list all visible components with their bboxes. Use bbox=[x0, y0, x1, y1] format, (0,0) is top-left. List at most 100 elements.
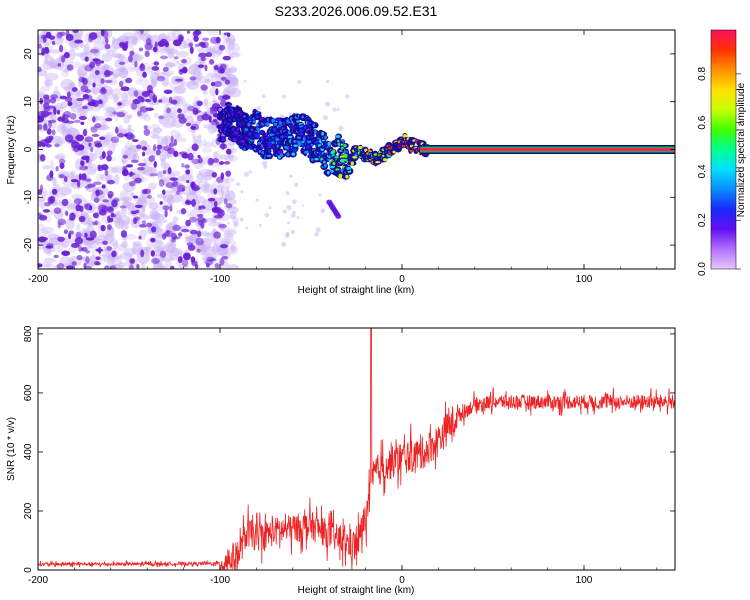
spectrum-noise-haze bbox=[138, 212, 146, 218]
spectrum-faint-point bbox=[290, 229, 296, 235]
spectrum-noise-speckle bbox=[88, 32, 98, 40]
y-tick-label: 20 bbox=[23, 48, 34, 60]
spectrum-faint-point bbox=[227, 82, 234, 89]
spectrum-faint-point bbox=[281, 94, 286, 99]
spectrum-noise-haze bbox=[198, 231, 211, 236]
spectrum-noise-speckle bbox=[213, 64, 219, 71]
spectrum-noise-speckle bbox=[206, 263, 210, 268]
spectrum-noise-haze bbox=[136, 198, 146, 206]
spectrogram-x-label: Height of straight line (km) bbox=[298, 285, 415, 296]
spectrum-noise-haze bbox=[121, 145, 133, 158]
spectrum-noise-speckle bbox=[39, 154, 46, 162]
spectrum-noise-haze bbox=[137, 193, 146, 206]
signal-blob bbox=[327, 141, 331, 146]
spectrum-noise-haze bbox=[140, 262, 146, 269]
spectrum-noise-speckle bbox=[38, 263, 43, 268]
spectrum-noise-speckle bbox=[45, 31, 52, 39]
spectrum-noise-speckle bbox=[156, 144, 163, 150]
spectrum-noise-haze bbox=[97, 253, 107, 263]
spectrum-noise-haze bbox=[206, 30, 220, 36]
spectrum-noise-speckle bbox=[134, 216, 141, 221]
signal-blob bbox=[321, 132, 324, 136]
spectrum-noise-haze bbox=[197, 71, 203, 81]
spectrum-noise-haze bbox=[126, 114, 133, 119]
spectrum-noise-speckle bbox=[92, 82, 96, 88]
signal-blob bbox=[240, 139, 245, 143]
signal-blob bbox=[292, 148, 298, 153]
spectrum-noise-speckle bbox=[95, 256, 101, 261]
spectrum-noise-speckle bbox=[217, 133, 221, 138]
spectrum-noise-speckle bbox=[61, 55, 66, 63]
spectrum-noise-speckle bbox=[225, 148, 232, 155]
spectrum-noise-speckle bbox=[84, 56, 89, 62]
spectrum-noise-speckle bbox=[158, 99, 163, 103]
spectrum-noise-speckle bbox=[173, 56, 179, 60]
signal-blob bbox=[293, 144, 298, 147]
spectrum-noise-speckle bbox=[94, 143, 103, 148]
spectrum-noise-haze bbox=[90, 163, 97, 175]
spectrum-noise-haze bbox=[55, 155, 65, 160]
spectrum-noise-speckle bbox=[149, 173, 158, 177]
spectrum-noise-haze bbox=[204, 46, 216, 53]
spectrum-noise-haze bbox=[41, 226, 54, 235]
spectrum-noise-speckle bbox=[58, 158, 66, 165]
spectrum-noise-speckle bbox=[143, 128, 151, 136]
spectrum-noise-speckle bbox=[142, 151, 146, 157]
spectrum-noise-speckle bbox=[198, 41, 206, 47]
x-tick-label: 0 bbox=[399, 274, 405, 285]
spectrum-noise-haze bbox=[132, 241, 142, 247]
spectrum-noise-haze bbox=[201, 147, 213, 154]
spectrum-noise-haze bbox=[156, 240, 165, 251]
spectrum-noise-haze bbox=[79, 149, 89, 156]
spectrum-noise-speckle bbox=[102, 199, 109, 203]
spectrum-noise-haze bbox=[137, 77, 147, 82]
spectrum-noise-speckle bbox=[221, 94, 231, 100]
spectrum-noise-speckle bbox=[146, 90, 153, 94]
spectrum-faint-point bbox=[320, 208, 326, 214]
spectrum-noise-haze bbox=[208, 246, 216, 252]
spectrum-noise-speckle bbox=[182, 259, 189, 267]
spectrum-noise-speckle bbox=[82, 128, 88, 137]
spectrum-noise-haze bbox=[42, 61, 54, 70]
spectrum-noise-speckle bbox=[70, 179, 79, 183]
spectrum-noise-haze bbox=[143, 114, 152, 122]
spectrum-noise-haze bbox=[110, 165, 125, 173]
spectrogram-y-label: Frequency (Hz) bbox=[6, 116, 17, 185]
spectrum-noise-speckle bbox=[84, 136, 94, 143]
spectrum-noise-speckle bbox=[142, 71, 147, 78]
spectrum-noise-speckle bbox=[79, 160, 85, 165]
spectrum-noise-speckle bbox=[98, 209, 107, 216]
spectrum-noise-speckle bbox=[73, 198, 82, 205]
spectrum-noise-haze bbox=[38, 197, 45, 202]
spectrum-noise-haze bbox=[223, 232, 234, 238]
spectrum-noise-speckle bbox=[162, 169, 167, 175]
spectrum-noise-haze bbox=[150, 134, 160, 139]
spectrum-noise-haze bbox=[96, 220, 102, 229]
spectrum-noise-speckle bbox=[185, 122, 192, 127]
spectrum-faint-point bbox=[261, 94, 266, 99]
spectrum-noise-haze bbox=[77, 67, 83, 80]
spectrum-noise-speckle bbox=[194, 43, 200, 48]
snr-frame bbox=[37, 327, 676, 571]
spectrum-faint-point bbox=[264, 212, 270, 218]
signal-blob bbox=[286, 152, 290, 157]
spectrum-noise-haze bbox=[184, 57, 192, 65]
spectrum-noise-speckle bbox=[68, 230, 75, 235]
y-tick-label: -20 bbox=[23, 237, 34, 252]
spectrum-noise-haze bbox=[216, 182, 222, 189]
spectrum-noise-speckle bbox=[121, 169, 129, 177]
spectrum-noise-speckle bbox=[46, 111, 53, 116]
spectrum-noise-haze bbox=[186, 192, 199, 203]
spectrum-noise-speckle bbox=[81, 173, 87, 181]
spectrum-noise-speckle bbox=[138, 47, 144, 52]
spectrum-noise-speckle bbox=[140, 30, 144, 35]
signal-blob bbox=[312, 123, 316, 127]
spectrum-faint-point bbox=[286, 205, 292, 211]
spectrum-noise-speckle bbox=[98, 246, 102, 255]
spectrum-faint-point bbox=[239, 217, 244, 222]
spectrum-noise-speckle bbox=[194, 109, 202, 113]
spectrum-noise-speckle bbox=[183, 252, 191, 261]
spectrum-noise-haze bbox=[209, 236, 224, 245]
spectrum-noise-speckle bbox=[38, 118, 41, 124]
spectrum-noise-speckle bbox=[178, 116, 187, 124]
